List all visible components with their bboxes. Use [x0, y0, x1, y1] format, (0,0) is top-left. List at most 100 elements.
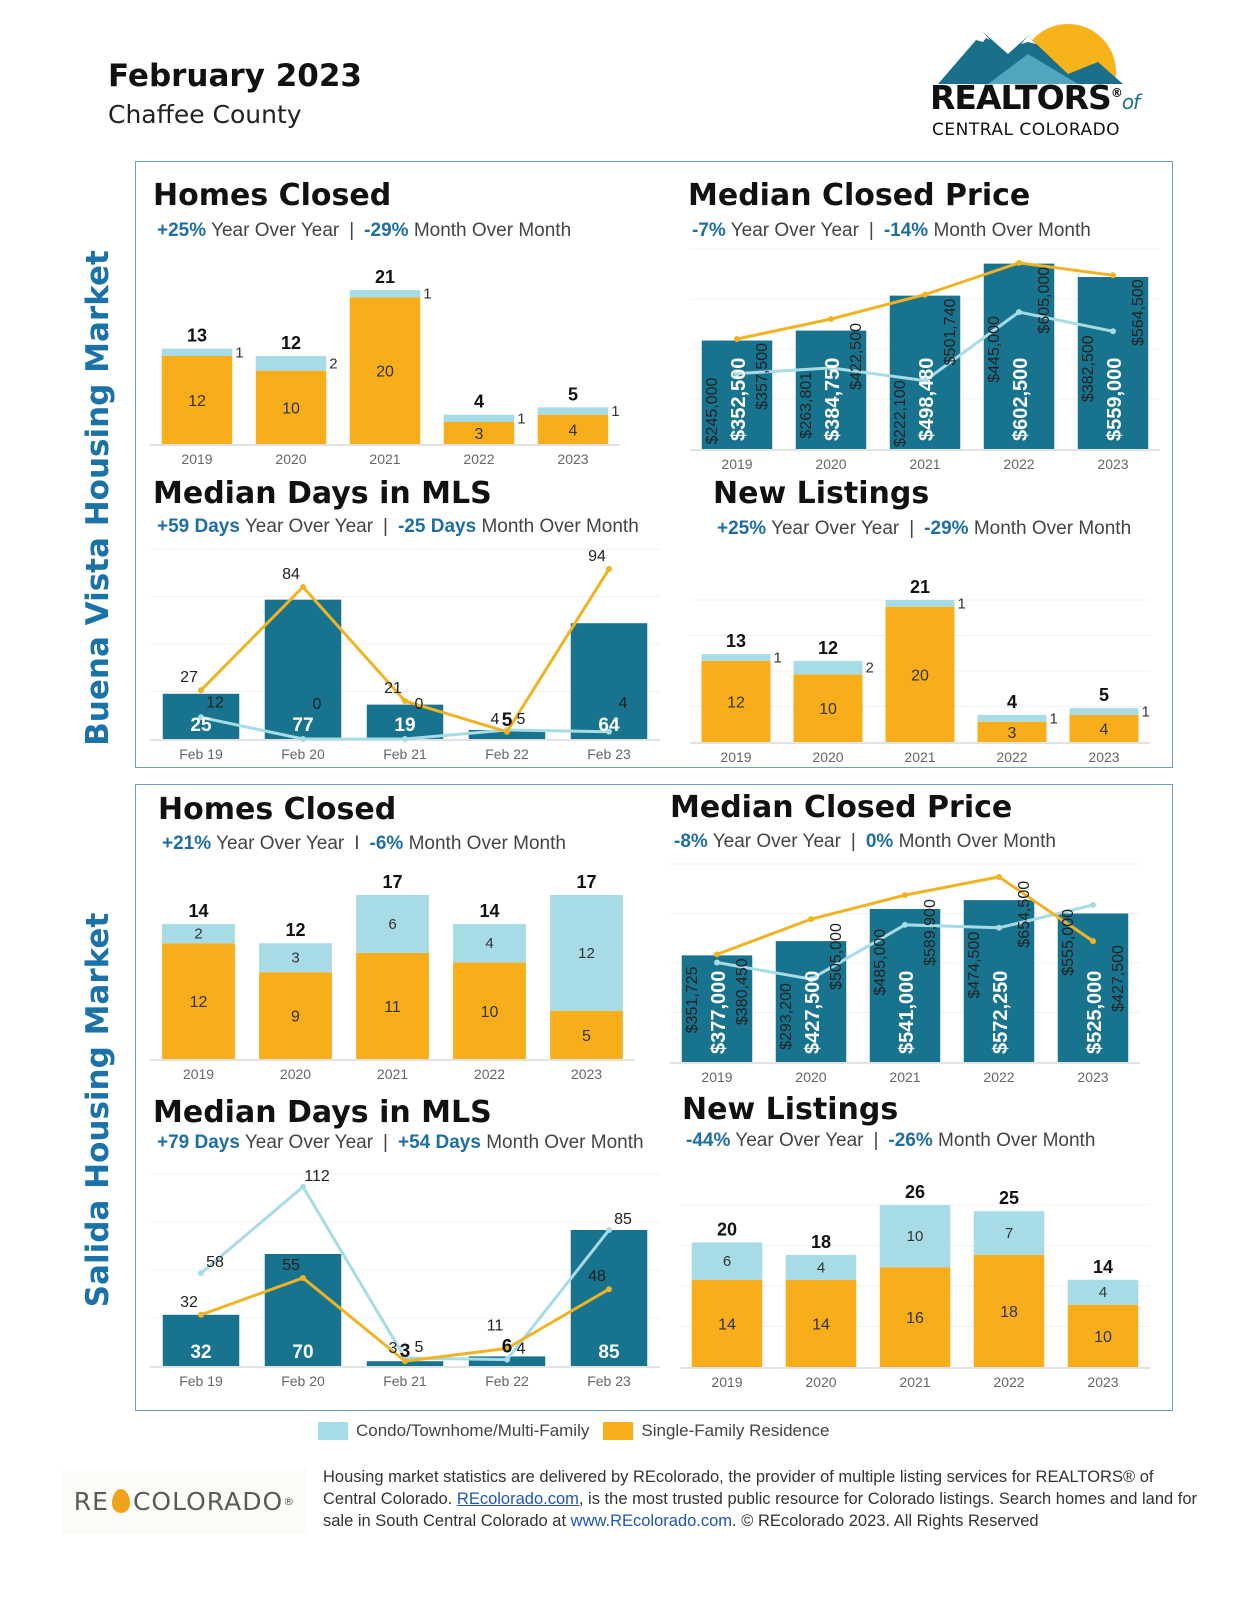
- mom-label: Month Over Month: [898, 831, 1056, 852]
- bar-sfr-label: 20: [911, 667, 929, 684]
- point-label-condo: $263,801: [798, 372, 815, 439]
- panel-title-median-price: Median Closed Price: [688, 178, 1031, 213]
- mom-label: Month Over Month: [938, 1130, 1096, 1151]
- point-label-condo: $382,500: [1080, 335, 1097, 402]
- bar-total: [775, 941, 847, 1062]
- bar-condo-label: 1: [1050, 710, 1058, 727]
- yoy-label: Year Over Year: [216, 833, 345, 854]
- report-county: Chaffee County: [108, 100, 302, 129]
- panel-subtitle: -44% Year Over Year | -26% Month Over Mont…: [686, 1130, 1095, 1152]
- mom-value: -29%: [924, 518, 969, 539]
- point-label-sfr: $654,500: [1016, 881, 1033, 948]
- yoy-label: Year Over Year: [735, 1130, 864, 1151]
- x-tick-label: 2021: [904, 749, 935, 765]
- bar-total-label: 19: [394, 715, 415, 736]
- yoy-value: +79 Days: [157, 1132, 240, 1153]
- panel-title-days-mls: Median Days in MLS: [153, 1095, 492, 1130]
- point-sfr: [504, 728, 510, 735]
- recolorado-link[interactable]: REcolorado.com: [456, 1490, 579, 1508]
- bar-condo-label: 1: [958, 595, 966, 612]
- bar-sfr-label: 3: [1008, 725, 1017, 742]
- x-tick-label: 2022: [474, 1066, 505, 1082]
- bar-total: [366, 704, 444, 739]
- x-tick-label: 2021: [909, 456, 940, 472]
- line-condo: [200, 1184, 611, 1362]
- bar-condo: [356, 895, 429, 953]
- bar-condo: [259, 943, 332, 973]
- bar-sfr: [701, 660, 771, 742]
- footer-text-2: , is the most trusted public resource fo…: [323, 1490, 1198, 1530]
- bar-sfr-label: 11: [384, 999, 401, 1016]
- point-label-condo: 0: [415, 696, 424, 713]
- recolorado-www-link[interactable]: www.REcolorado.com: [570, 1512, 733, 1530]
- point-label-sfr: 11: [487, 1317, 504, 1334]
- point-label-sfr: $589,900: [922, 899, 939, 966]
- section-salida: [135, 784, 1173, 1411]
- bar-total-label: 21: [375, 267, 395, 287]
- point-sfr: [828, 316, 834, 322]
- x-tick-label: 2021: [899, 1374, 930, 1390]
- section-label-buena-vista: Buena Vista Housing Market: [80, 250, 116, 746]
- point-label-sfr: $564,500: [1130, 279, 1147, 346]
- chart-salida-days-mls: Feb 19 Feb 20 Feb 21 Feb 22 Feb 23 32 70 3 6 85 32…: [150, 1168, 660, 1389]
- x-tick-label: Feb 23: [587, 746, 631, 762]
- bar-sfr-label: 12: [188, 393, 206, 410]
- bar-sfr-label: 16: [906, 1310, 924, 1327]
- separator: |: [383, 1132, 388, 1153]
- point-sfr: [402, 1358, 408, 1365]
- bar-total-label: $572,250: [990, 971, 1012, 1054]
- bar-total-label: 25: [190, 715, 212, 736]
- point-label-sfr: $380,450: [734, 958, 751, 1025]
- yoy-value: +25%: [157, 220, 207, 241]
- point-label-condo: 12: [206, 694, 224, 711]
- recolorado-logo-left: RE: [73, 1486, 109, 1516]
- point-condo: [606, 728, 612, 735]
- x-tick-label: Feb 21: [383, 746, 427, 762]
- bar-total-label: 14: [188, 901, 208, 921]
- bar-condo: [349, 290, 421, 298]
- bar-condo-label: 12: [578, 945, 595, 962]
- bar-total-label: 20: [717, 1219, 737, 1239]
- x-tick-label: 2019: [183, 1066, 214, 1082]
- separator: |: [850, 831, 856, 852]
- point-sfr: [902, 892, 908, 899]
- yoy-value: -44%: [686, 1130, 731, 1151]
- bar-sfr-label: 9: [291, 1009, 300, 1026]
- bar-total: [570, 1230, 648, 1366]
- panel-subtitle: -7% Year Over Year | -14% Month Over Month: [692, 220, 1091, 242]
- bar-sfr: [785, 1279, 857, 1367]
- point-label-sfr: 3: [389, 1340, 398, 1357]
- bar-total-label: 25: [999, 1188, 1019, 1208]
- bar-condo: [691, 1242, 763, 1280]
- bar-total-label: 64: [598, 715, 620, 736]
- point-label-sfr: $505,000: [828, 923, 845, 990]
- footer-text-3: . © REcolorado 2023. All Rights Reserved: [732, 1512, 1039, 1530]
- bar-total-label: 13: [726, 631, 746, 651]
- bar-condo-label: 1: [611, 403, 619, 420]
- bar-condo-label: 4: [1099, 1284, 1107, 1301]
- mom-value: -14%: [883, 220, 929, 241]
- point-sfr: [1016, 259, 1022, 266]
- point-label-condo: 5: [415, 1339, 424, 1356]
- point-condo: [714, 959, 720, 966]
- x-tick-label: Feb 22: [485, 1373, 529, 1389]
- point-label-condo: $351,725: [684, 966, 701, 1033]
- chart-bv-days-mls: Feb 19 Feb 20 Feb 21 Feb 22 Feb 23 25 77 19 5 64 2…: [150, 548, 660, 762]
- bar-condo-label: 2: [866, 660, 874, 677]
- panel-title-days-mls: Median Days in MLS: [153, 476, 492, 511]
- mom-value: -29%: [364, 220, 409, 241]
- yoy-label: Year Over Year: [244, 1132, 374, 1153]
- point-sfr: [300, 1275, 306, 1281]
- point-condo: [504, 1356, 510, 1363]
- bar-sfr: [793, 674, 863, 742]
- bar-total-label: 13: [187, 326, 207, 346]
- point-sfr: [808, 916, 814, 923]
- bar-condo-label: 1: [517, 410, 525, 427]
- point-label-condo: $245,000: [704, 378, 721, 445]
- bar-sfr-label: 5: [582, 1028, 591, 1045]
- x-tick-label: 2023: [1077, 1069, 1108, 1085]
- bar-total: [701, 340, 773, 449]
- point-condo: [902, 921, 908, 928]
- logo-reg: ®: [1110, 86, 1123, 100]
